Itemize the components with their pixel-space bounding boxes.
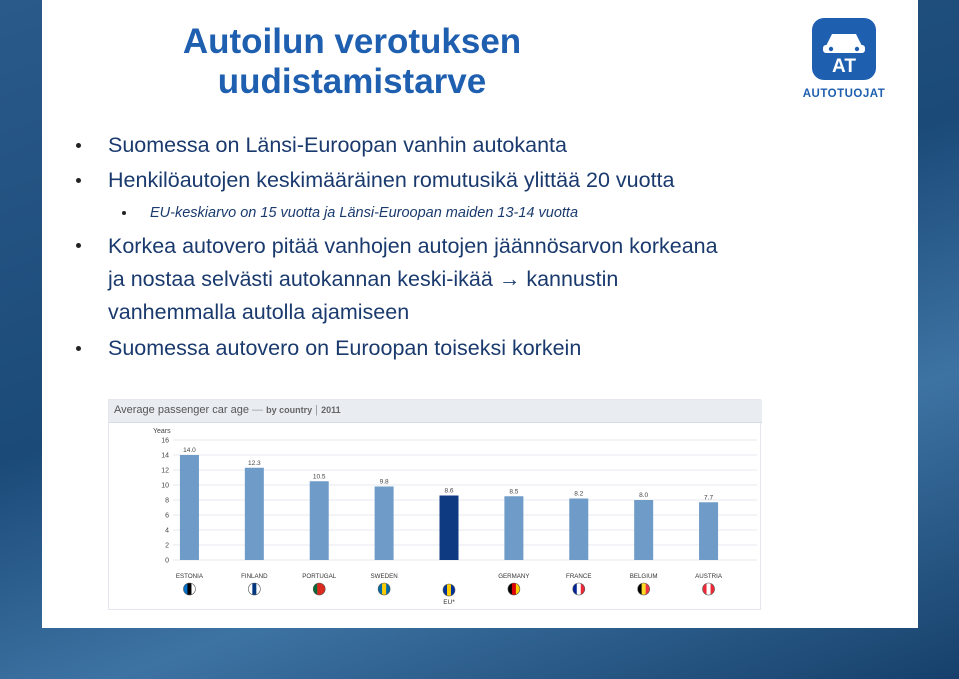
- logo-icon: AT: [812, 18, 876, 80]
- country-flag-icon: [183, 583, 196, 595]
- bullet-item: Henkilöautojen keskimääräinen romutusikä…: [70, 163, 900, 198]
- bar: [244, 467, 264, 560]
- bullet-list: Suomessa on Länsi-Euroopan vanhin autoka…: [70, 128, 900, 366]
- bullet-item: Korkea autovero pitää vanhojen autojen j…: [70, 228, 900, 329]
- bar: [439, 495, 459, 560]
- bullet-line: ja nostaa selvästi autokannan keski-ikää…: [108, 263, 900, 296]
- country-flag-icon: [572, 583, 585, 595]
- flag-ring: [183, 582, 196, 596]
- logo-text: AUTOTUOJAT: [802, 88, 886, 100]
- flag-ring: [377, 582, 391, 596]
- bullet-line: vanhemmalla autolla ajamiseen: [108, 300, 410, 324]
- y-tick-label: 16: [161, 438, 169, 445]
- chart-title: Average passenger car age — by country |…: [114, 404, 341, 416]
- category-label: ESTONIA: [176, 573, 204, 580]
- flag-ring: [442, 583, 456, 597]
- bar-value-label: 10.5: [313, 473, 326, 480]
- country-flag-icon: [313, 583, 326, 595]
- bar-value-label: 8.6: [444, 488, 453, 495]
- bar: [699, 502, 719, 560]
- bar: [634, 500, 654, 560]
- title-line-2: uudistamistarve: [217, 62, 487, 101]
- category-label: BELGIUM: [630, 573, 658, 580]
- y-tick-label: 4: [165, 528, 169, 535]
- bullet-item: Suomessa on Länsi-Euroopan vanhin autoka…: [70, 128, 900, 163]
- y-tick-label: 2: [165, 543, 169, 550]
- slide-title: Autoilun verotuksen uudistamistarve: [42, 22, 662, 102]
- bar: [504, 496, 524, 560]
- country-flag-icon: [443, 584, 455, 596]
- country-flag-icon: [248, 583, 261, 595]
- slide: Autoilun verotuksen uudistamistarve AT A…: [42, 0, 918, 628]
- y-axis-title: Years: [153, 428, 171, 435]
- y-tick-label: 14: [161, 453, 169, 460]
- category-label: FINLAND: [241, 573, 268, 580]
- country-flag-icon: [507, 583, 520, 595]
- chart-subtitle: by country: [266, 405, 313, 415]
- y-tick-label: 0: [165, 558, 169, 565]
- bar-value-label: 9.8: [380, 479, 389, 486]
- chart-title-text: Average passenger car age: [114, 404, 249, 416]
- logo-letters: AT: [832, 56, 856, 77]
- bar-value-label: 8.2: [574, 491, 583, 498]
- category-label: GERMANY: [498, 573, 529, 580]
- y-tick-label: 10: [161, 483, 169, 490]
- flag-ring: [637, 582, 650, 596]
- car-age-chart: Average passenger car age — by country |…: [108, 399, 762, 610]
- bar-value-label: 8.5: [509, 488, 518, 495]
- bar: [569, 498, 589, 560]
- arrow-icon: →: [498, 267, 521, 291]
- category-label: SWEDEN: [371, 573, 398, 580]
- bar-value-label: 12.3: [248, 460, 261, 467]
- chart-plot: Years 0 2 4 6 8 10 12 14 16 14.0 ESTONIA 12.3 FINLAND…: [153, 428, 757, 606]
- country-flag-icon: [378, 583, 391, 595]
- chart-header: Average passenger car age — by country |…: [109, 400, 762, 423]
- category-label: PORTUGAL: [302, 573, 336, 580]
- bullet-text: ja nostaa selvästi autokannan keski-ikää: [108, 267, 493, 291]
- bullet-item: Suomessa autovero on Euroopan toiseksi k…: [70, 331, 900, 366]
- bullet-line: Korkea autovero pitää vanhojen autojen j…: [108, 234, 718, 258]
- y-tick-label: 12: [161, 468, 169, 475]
- bullet-text: kannustin: [526, 267, 619, 291]
- category-label: EU*: [443, 599, 455, 606]
- sub-bullet-item: EU-keskiarvo on 15 vuotta ja Länsi-Euroo…: [70, 198, 900, 228]
- country-flag-icon: [637, 583, 650, 595]
- bar: [374, 486, 394, 560]
- chart-year: 2011: [321, 405, 341, 415]
- flag-ring: [702, 582, 715, 596]
- flag-ring: [507, 582, 521, 596]
- bar: [179, 455, 199, 560]
- bar-value-label: 14.0: [183, 447, 196, 454]
- flag-ring: [312, 582, 326, 596]
- bar-value-label: 7.7: [704, 494, 713, 501]
- country-flag-icon: [702, 583, 715, 595]
- y-tick-label: 6: [165, 513, 169, 520]
- y-tick-label: 8: [165, 498, 169, 505]
- flag-ring: [248, 582, 261, 596]
- category-label: AUSTRIA: [695, 573, 723, 580]
- title-line-1: Autoilun verotuksen: [182, 22, 522, 61]
- autotuojat-logo: AT AUTOTUOJAT: [794, 18, 894, 108]
- flag-ring: [572, 582, 586, 596]
- bar-value-label: 8.0: [639, 492, 648, 499]
- category-label: FRANCE: [566, 573, 591, 580]
- bar: [309, 481, 329, 560]
